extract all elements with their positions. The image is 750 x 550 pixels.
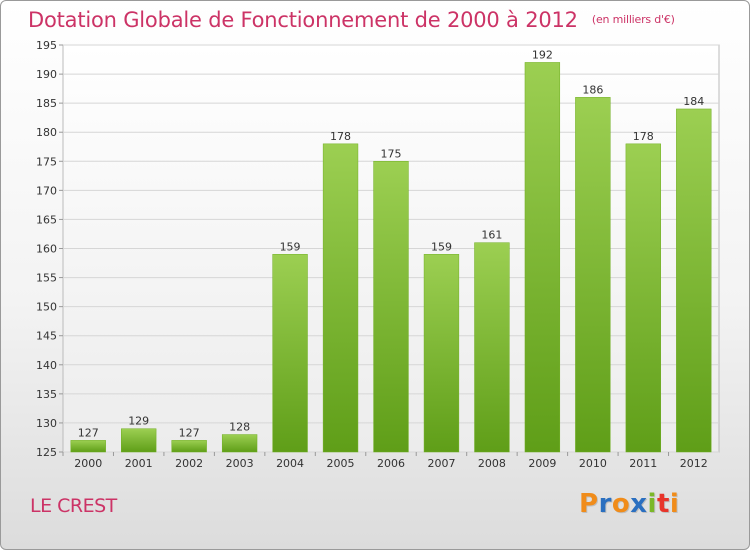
y-tick-label: 190 [36,68,57,81]
x-tick-label: 2001 [125,457,153,470]
y-tick-label: 180 [36,126,57,139]
bar-value-label: 186 [582,83,603,96]
bars: 127 129 127 128 159 178 175 159 161 192 186 178 184 [70,48,712,453]
y-axis-ticks: 125 130 135 140 145 150 155 160 165 170 175 180 185 1… [36,39,63,459]
x-tick-label: 2008 [478,457,506,470]
y-tick-label: 125 [36,446,57,459]
x-tick-label: 2010 [579,457,607,470]
bar-value-label: 128 [229,421,250,434]
bar [373,161,409,453]
x-axis-ticks: 2000 2001 2002 2003 2004 2005 2006 2007 2008 2009… [62,452,708,470]
bar [272,254,308,453]
logo-letter: o [611,489,631,519]
chart-subtitle: (en milliers d'€) [591,13,675,26]
y-tick-label: 140 [36,359,57,372]
bar [575,97,611,453]
y-tick-label: 155 [36,272,57,285]
y-tick-label: 135 [36,388,57,401]
bar-value-label: 178 [633,130,654,143]
x-tick-label: 2005 [327,457,355,470]
bar [70,440,106,453]
bar [221,434,258,453]
bar-value-label: 192 [532,48,553,61]
logo-letter: i [647,489,657,519]
chart-title-text: Dotation Globale de Fonctionnement de 20… [28,8,578,32]
x-tick-label: 2012 [680,457,708,470]
bar [423,254,460,453]
y-tick-label: 170 [36,184,57,197]
x-tick-label: 2007 [427,457,455,470]
logo-letter: P [579,489,599,519]
logo-letter: r [598,489,612,519]
logo-letter: x [630,489,648,519]
bar-value-label: 161 [481,229,502,242]
bar-value-label: 129 [128,415,149,428]
y-tick-label: 175 [36,155,57,168]
y-tick-label: 195 [36,39,57,52]
x-tick-label: 2000 [74,457,102,470]
x-tick-label: 2011 [629,457,657,470]
bar-value-label: 175 [381,147,402,160]
x-tick-label: 2009 [528,457,556,470]
x-tick-label: 2006 [377,457,405,470]
x-tick-label: 2004 [276,457,304,470]
bar [676,108,712,453]
y-tick-label: 145 [36,330,57,343]
bar [474,242,510,453]
bar [322,143,359,453]
bar [625,143,661,453]
proxiti-logo: Proxiti [579,489,679,519]
y-tick-label: 150 [36,301,57,314]
y-tick-label: 160 [36,243,57,256]
bar [121,428,157,453]
bar [171,440,207,453]
y-tick-label: 185 [36,97,57,110]
logo-letter: i [669,489,680,519]
chart-title: Dotation Globale de Fonctionnement de 20… [28,8,675,32]
logo-letter: t [656,489,670,519]
bar-value-label: 178 [330,130,351,143]
bar [524,62,561,453]
bar-value-label: 159 [431,240,452,253]
y-tick-label: 165 [36,213,57,226]
x-tick-label: 2003 [226,457,254,470]
bar-value-label: 127 [78,426,99,439]
bar-value-label: 159 [280,240,301,253]
place-name: LE CREST [30,495,117,517]
bar-value-label: 127 [179,426,200,439]
y-tick-label: 130 [36,417,57,430]
x-tick-label: 2002 [175,457,203,470]
bar-value-label: 184 [683,95,704,108]
